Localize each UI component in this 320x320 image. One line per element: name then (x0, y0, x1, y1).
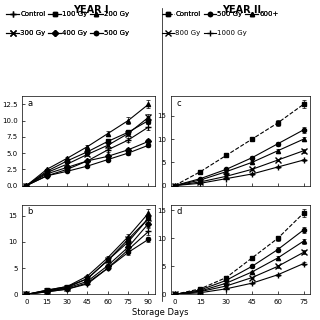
Legend: Control, 100 Gy, 200 Gy: Control, 100 Gy, 200 Gy (6, 11, 129, 17)
Text: a: a (28, 99, 33, 108)
Text: c: c (177, 99, 181, 108)
Text: b: b (28, 207, 33, 217)
Text: d: d (177, 207, 182, 217)
Legend: Control, 500 Gy, 600+: Control, 500 Gy, 600+ (162, 11, 279, 17)
Legend: 800 Gy, 1000 Gy: 800 Gy, 1000 Gy (162, 30, 247, 36)
Text: Storage Days: Storage Days (132, 308, 188, 317)
Text: YEAR II: YEAR II (222, 5, 261, 15)
Legend: 300 Gy, 400 Gy, 500 Gy: 300 Gy, 400 Gy, 500 Gy (6, 30, 129, 36)
Text: YEAR I: YEAR I (74, 5, 109, 15)
